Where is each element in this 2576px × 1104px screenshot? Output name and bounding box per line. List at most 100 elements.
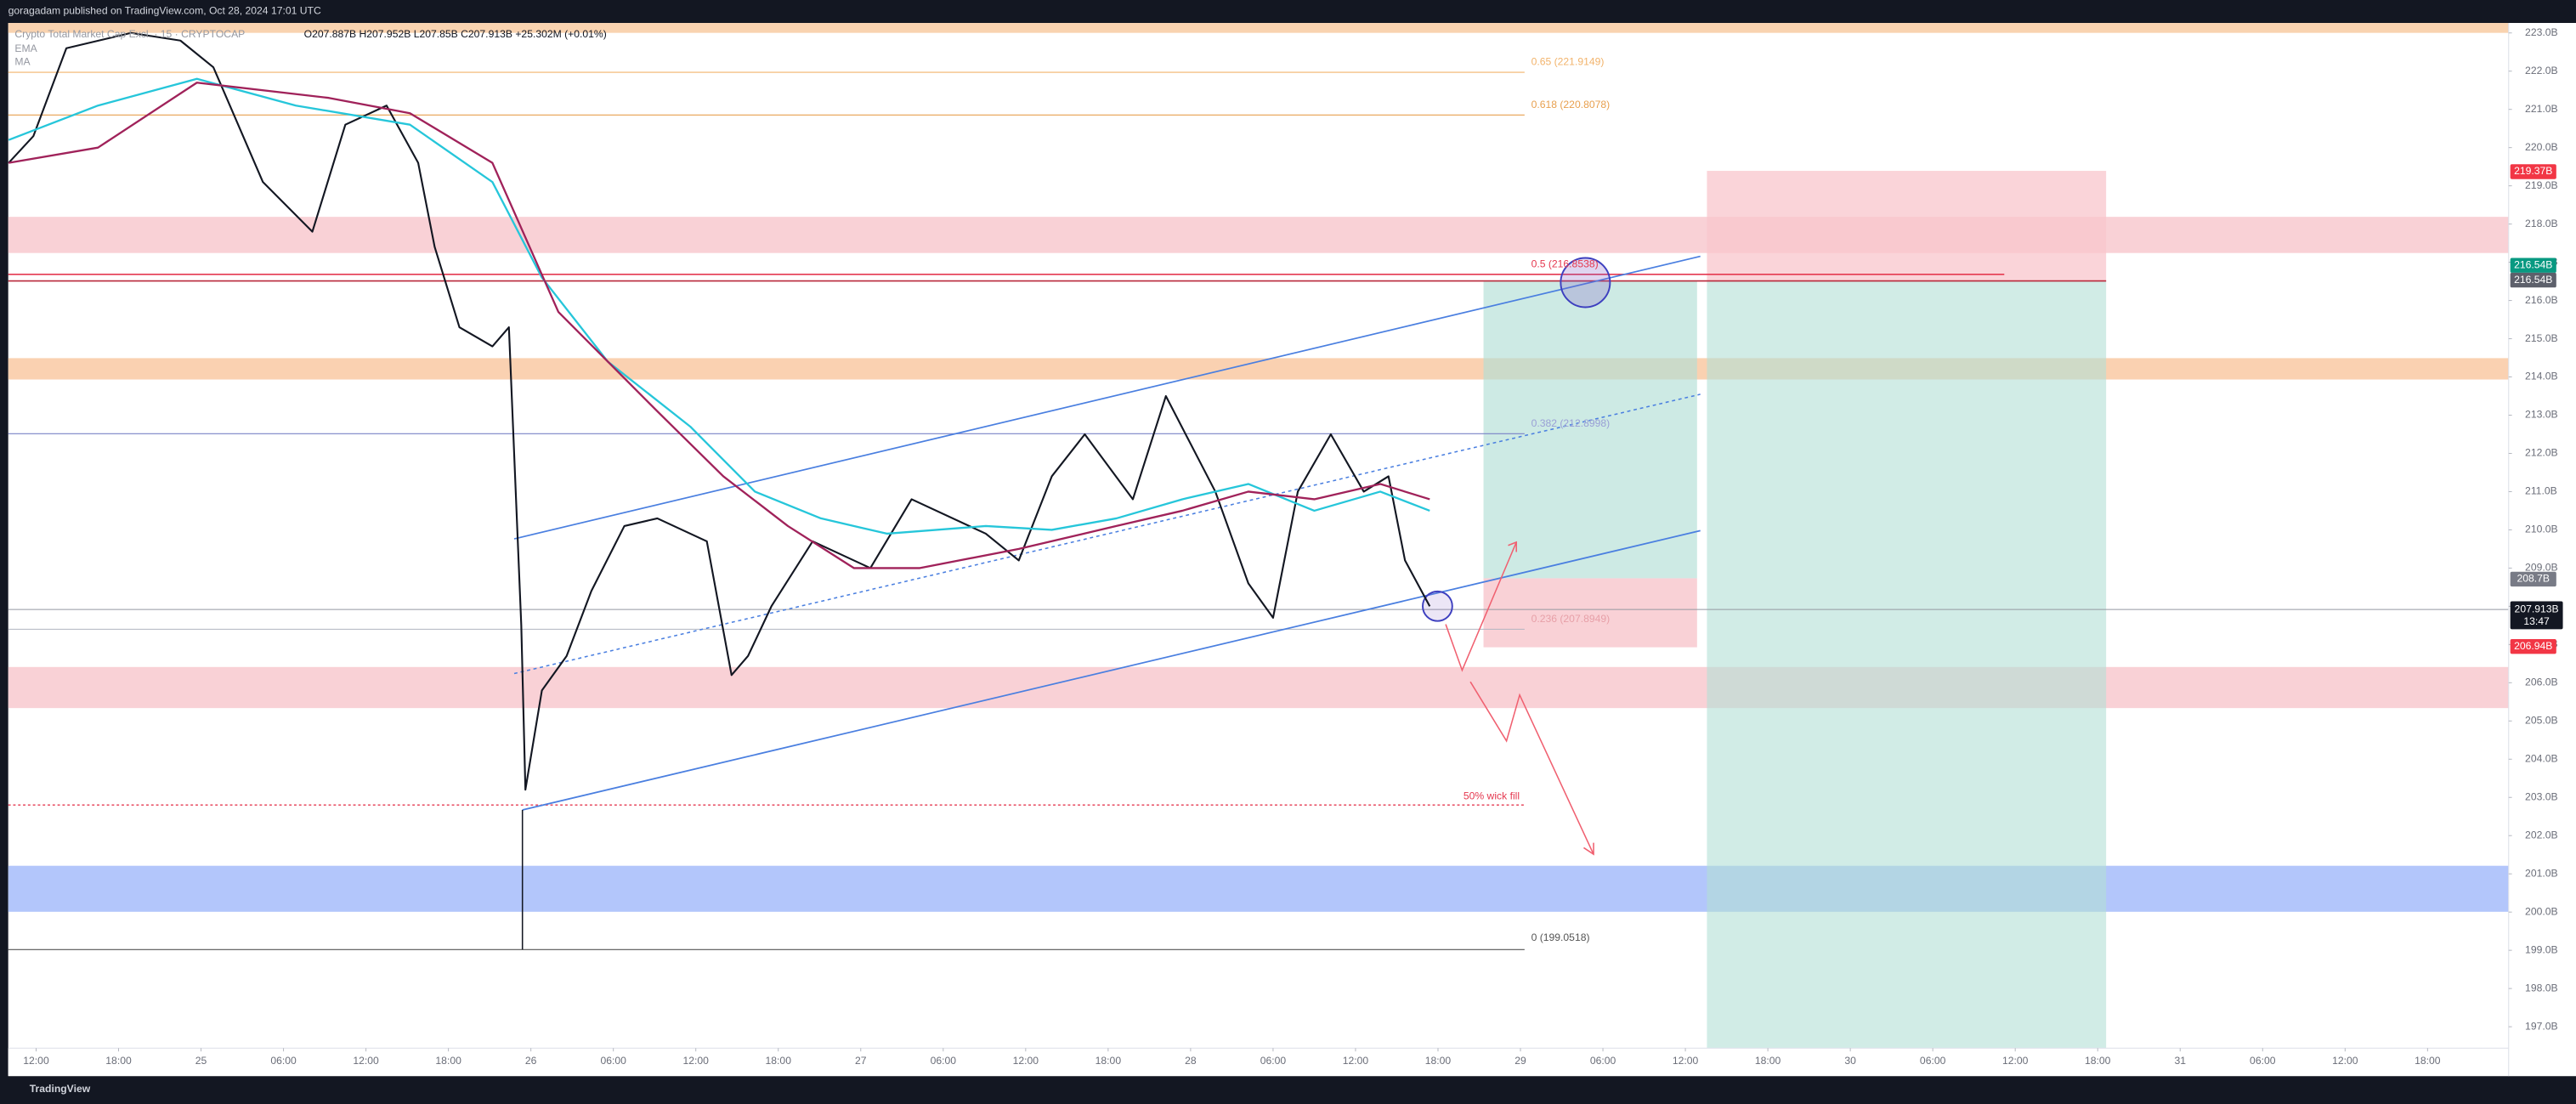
- tag-text: 207.913B: [2515, 603, 2559, 614]
- tag: [2510, 258, 2556, 273]
- y-tick-label: 218.0B: [2525, 218, 2558, 229]
- x-tick-label: 06:00: [2250, 1055, 2276, 1067]
- drawing-labels: 0.65 (221.9149) 0.618 (220.8078) 0.5 (21…: [1464, 56, 1610, 943]
- series-line: [8, 31, 1431, 791]
- fib-label: 0.65 (221.9149): [1531, 56, 1605, 68]
- x-tick-label: 18:00: [105, 1055, 132, 1067]
- legend-ema: EMA: [14, 42, 37, 54]
- zones: [8, 23, 2509, 1052]
- time-axis-background: [8, 1048, 2509, 1077]
- tag: [2510, 272, 2556, 288]
- footer: TradingView: [30, 1083, 91, 1095]
- support-zone: [8, 666, 2509, 709]
- x-tick-label: 27: [855, 1055, 867, 1067]
- highlight-circle: [1422, 590, 1453, 622]
- x-tick-label: 12:00: [1013, 1055, 1039, 1067]
- channel-upper: [513, 255, 1701, 540]
- x-tick-label: 18:00: [766, 1055, 792, 1067]
- short-stop-box: [1483, 578, 1697, 648]
- y-tick-label: 212.0B: [2525, 447, 2558, 459]
- legend-symbol: Crypto Total Market Cap Excl. · 15 · CRY…: [14, 28, 245, 40]
- x-tick-label: 06:00: [931, 1055, 957, 1067]
- y-tick-label: 203.0B: [2525, 790, 2558, 802]
- position-stop-box: [1707, 171, 2107, 281]
- tag: [2510, 601, 2563, 630]
- x-tick-label: 06:00: [1260, 1055, 1287, 1067]
- x-tick-label: 12:00: [1673, 1055, 1699, 1067]
- fib-label: 0.236 (207.8949): [1531, 613, 1611, 625]
- header: goragadam published on TradingView.com, …: [8, 5, 321, 17]
- x-tick-label: 12:00: [2002, 1055, 2029, 1067]
- y-tick-label: 204.0B: [2525, 752, 2558, 764]
- legend: Crypto Total Market Cap Excl. · 15 · CRY…: [14, 28, 606, 68]
- x-tick-label: 18:00: [1096, 1055, 1122, 1067]
- x-tick-label: 12:00: [2332, 1055, 2358, 1067]
- annotation: 50% wick fill: [1464, 790, 1520, 802]
- tag-text: 216.54B: [2514, 258, 2552, 270]
- arrow-head: [1583, 842, 1594, 856]
- series-line: [8, 82, 1430, 569]
- y-tick-label: 213.0B: [2525, 409, 2558, 421]
- x-tick-label: 06:00: [1920, 1055, 1946, 1067]
- tag-text: 206.94B: [2514, 640, 2552, 652]
- fib-label: 0.5 (216.8538): [1531, 258, 1599, 269]
- y-tick-label: 210.0B: [2525, 524, 2558, 535]
- legend-ma: MA: [14, 56, 31, 68]
- arrow-head: [1508, 541, 1517, 552]
- x-tick-label: 30: [1844, 1055, 1856, 1067]
- plot-background: [8, 23, 2576, 1077]
- x-tick-label: 31: [2174, 1055, 2186, 1067]
- y-tick-label: 214.0B: [2525, 371, 2558, 382]
- y-tick-label: 223.0B: [2525, 26, 2558, 38]
- y-tick-label: 197.0B: [2525, 1020, 2558, 1032]
- demand-zone: [8, 865, 2509, 912]
- y-tick-label: 200.0B: [2525, 905, 2558, 917]
- x-tick-label: 29: [1514, 1055, 1526, 1067]
- x-tick-label: 18:00: [435, 1055, 461, 1067]
- x-tick-label: 18:00: [1755, 1055, 1781, 1067]
- y-tick-label: 205.0B: [2525, 715, 2558, 727]
- x-tick-label: 06:00: [600, 1055, 626, 1067]
- legend-ohlc: O207.887B H207.952B L207.85B C207.913B +…: [304, 28, 607, 40]
- y-tick-label: 215.0B: [2525, 332, 2558, 344]
- series-line: [8, 77, 1430, 535]
- tag-text: 219.37B: [2514, 165, 2552, 177]
- fib-label: 0.382 (212.8998): [1531, 417, 1611, 429]
- tag: [2510, 571, 2556, 587]
- y-tick-label: 221.0B: [2525, 103, 2558, 115]
- x-tick-label: 12:00: [1343, 1055, 1369, 1067]
- y-tick-label: 220.0B: [2525, 141, 2558, 153]
- fib-label: 0 (199.0518): [1531, 931, 1590, 943]
- y-tick-label: 216.0B: [2525, 294, 2558, 306]
- x-tick-label: 18:00: [2415, 1055, 2441, 1067]
- y-tick-label: 202.0B: [2525, 829, 2558, 841]
- path-arrow: [1469, 681, 1594, 855]
- highlight-circle: [1560, 257, 1611, 309]
- x-tick-label: 26: [525, 1055, 537, 1067]
- path-arrow: [1445, 541, 1517, 672]
- tag-text: 208.7B: [2517, 573, 2550, 585]
- price-tags: 219.37B 216.54B 216.54B 208.7B 207.913B …: [2510, 164, 2563, 654]
- resistance-zone: [8, 217, 2509, 253]
- x-tick-label: 28: [1185, 1055, 1197, 1067]
- y-tick-label: 219.0B: [2525, 179, 2558, 191]
- supply-zone: [8, 23, 2509, 33]
- price-axis: 197.0B 198.0B 199.0B 200.0B 201.0B 202.0B 203.…: [8, 23, 2576, 1077]
- drawings: [8, 71, 2509, 950]
- y-tick-label: 201.0B: [2525, 867, 2558, 879]
- x-tick-label: 18:00: [1425, 1055, 1452, 1067]
- y-tick-label: 211.0B: [2525, 485, 2557, 497]
- x-tick-label: 06:00: [1590, 1055, 1616, 1067]
- y-tick-label: 199.0B: [2525, 943, 2558, 955]
- y-tick-label: 209.0B: [2525, 562, 2558, 574]
- y-tick-label: 222.0B: [2525, 65, 2558, 76]
- x-tick-label: 06:00: [270, 1055, 297, 1067]
- x-tick-label: 18:00: [2085, 1055, 2111, 1067]
- position-target-box: [1707, 280, 2107, 1052]
- tag: [2510, 638, 2556, 654]
- x-tick-label: 12:00: [353, 1055, 379, 1067]
- y-tick-label: 198.0B: [2525, 982, 2558, 994]
- x-tick-label: 12:00: [683, 1055, 710, 1067]
